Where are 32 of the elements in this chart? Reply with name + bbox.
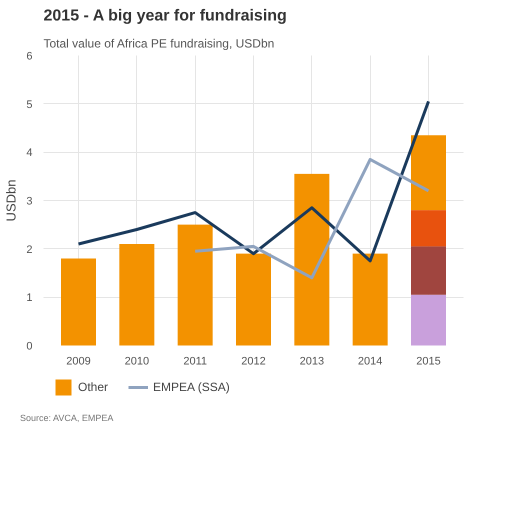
- bar: [411, 135, 446, 210]
- x-tick-label: 2010: [124, 356, 150, 368]
- bar: [294, 174, 330, 346]
- x-tick-label: 2012: [241, 356, 266, 368]
- y-tick-label: 5: [26, 98, 33, 111]
- y-tick-label: 0: [26, 340, 33, 352]
- legend-label: EMPEA (SSA): [153, 380, 230, 394]
- y-tick-label: 1: [26, 292, 33, 304]
- y-tick-label: 2: [26, 244, 33, 256]
- bar: [178, 224, 213, 346]
- bar: [236, 254, 271, 346]
- bar: [119, 244, 154, 346]
- line-series: [194, 158, 430, 280]
- x-tick-label: 2009: [66, 356, 91, 368]
- bar: [411, 294, 446, 346]
- x-tick-label: 2014: [358, 356, 382, 368]
- y-axis-title: USDbn: [3, 180, 18, 222]
- x-tick-label: 2013: [300, 356, 324, 368]
- legend-label: Other: [78, 380, 108, 394]
- chart-subtitle: Total value of Africa PE fundraising, USDbn: [44, 36, 274, 50]
- bar: [61, 258, 96, 346]
- bar: [411, 246, 446, 295]
- y-tick-label: 3: [26, 196, 33, 208]
- x-tick-label: 2015: [416, 356, 441, 368]
- bar: [352, 254, 388, 346]
- line-series: [77, 100, 430, 262]
- y-tick-label: 6: [26, 50, 33, 62]
- chart-title: 2015 - A big year for fundraising: [44, 8, 287, 24]
- bar: [411, 210, 446, 246]
- source-note: Source: AVCA, EMPEA: [20, 412, 114, 425]
- x-tick-label: 2011: [183, 356, 207, 368]
- y-tick-label: 4: [26, 147, 33, 160]
